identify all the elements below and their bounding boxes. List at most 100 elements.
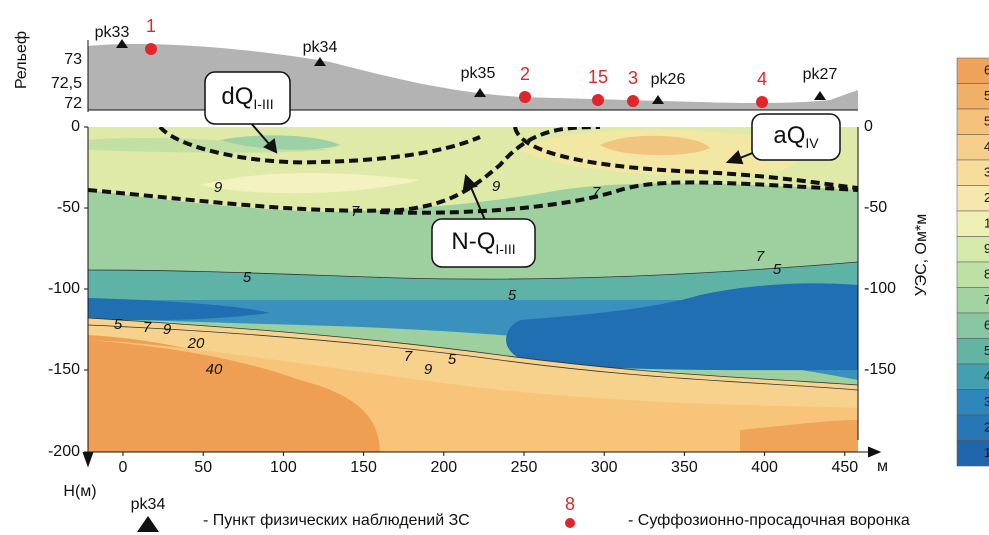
funnel-label: 15 [588, 67, 608, 87]
legend [137, 516, 575, 532]
x-tick-label: 250 [511, 459, 538, 476]
unit-main: aQ [773, 122, 805, 149]
colorbar-label: 1 [984, 445, 989, 460]
unit-callout [431, 218, 536, 268]
contour-label: 5 [773, 261, 782, 278]
y2-tick-label: -100 [864, 280, 896, 297]
unit-label: aQIV [773, 122, 819, 150]
x-tick-label: 450 [831, 459, 858, 476]
x-tick-label: 150 [350, 459, 377, 476]
colorbar-label: 7 [984, 292, 989, 307]
picket-marker [116, 39, 128, 48]
contour-label: 9 [492, 178, 501, 195]
x-tick-label: 100 [270, 459, 297, 476]
colorbar-cell [956, 210, 989, 237]
colorbar-cell [956, 261, 989, 288]
picket-marker [652, 95, 664, 104]
picket-label: pk33 [95, 24, 130, 41]
contour-label: 5 [114, 316, 123, 333]
colorbar-cell [956, 57, 989, 84]
unit-label: dQI-III [221, 83, 273, 111]
contour-label: 20 [187, 335, 205, 352]
funnel-label: 3 [628, 68, 638, 88]
relief-label: Рельеф [13, 31, 30, 89]
unit-callout [204, 71, 291, 125]
funnel-label: 1 [146, 16, 156, 36]
unit-sub: I-III [495, 241, 515, 257]
colorbar-label: 5 [984, 88, 989, 103]
colorbar-label: 3 [984, 394, 989, 409]
y2-tick-label: -150 [864, 361, 896, 378]
contour-label: 40 [206, 361, 223, 378]
unit-callout [751, 113, 841, 161]
colorbar-label: 2 [984, 190, 989, 205]
picket-marker [814, 91, 826, 100]
colorbar-cell [956, 338, 989, 365]
colorbar-cell [956, 236, 989, 263]
colorbar-cell [956, 414, 989, 441]
contour-label: 5 [448, 351, 457, 368]
funnel-point [627, 95, 639, 107]
picket-label: pk27 [803, 66, 838, 83]
x-tick-label: 300 [591, 459, 618, 476]
colorbar-label: 4 [984, 139, 989, 154]
y-tick-label: 0 [71, 118, 80, 135]
contour-label: 5 [508, 287, 517, 304]
funnel-point [519, 91, 531, 103]
legend-picket: pk34 [131, 496, 166, 513]
colorbar-label: 5 [984, 113, 989, 128]
y2-tick-label: -50 [864, 199, 887, 216]
unit-main: dQ [221, 83, 253, 110]
colorbar-cell [956, 83, 989, 110]
x-tick-label: 50 [194, 459, 212, 476]
contour-label: 7 [756, 248, 765, 265]
x-unit: м [877, 458, 888, 475]
funnel-point [592, 94, 604, 106]
legend-funnel-text: - Суффозионно-просадочная воронка [628, 512, 910, 529]
picket-label: pk34 [303, 39, 338, 56]
colorbar-cell [956, 185, 989, 212]
colorbar-label: 6 [984, 317, 989, 332]
colorbar-label: 6 [984, 62, 989, 77]
colorbar-cell [956, 287, 989, 314]
colorbar-label: 2 [984, 419, 989, 434]
funnel-label: 2 [520, 64, 530, 84]
colorbar-cell [956, 440, 989, 467]
colorbar-cell [956, 159, 989, 186]
colorbar-cell [956, 134, 989, 161]
colorbar-cell [956, 312, 989, 339]
unit-main: N-Q [451, 228, 495, 255]
colorbar-label: 8 [984, 266, 989, 281]
unit-sub: I-III [253, 96, 273, 112]
picket-marker [314, 57, 326, 66]
contour-label: 5 [243, 269, 252, 286]
contour-label: 9 [424, 361, 433, 378]
unit-label: N-QI-III [451, 228, 515, 256]
relief-tick-label: 72,5 [51, 75, 82, 92]
contour-label: 9 [163, 321, 172, 338]
contour-label: 7 [351, 203, 360, 220]
x-tick-label: 350 [671, 459, 698, 476]
colorbar: 6 5 5 4 3 2 1 9 8 7 6 5 4 3 2 1 [956, 57, 989, 467]
picket-label: pk35 [461, 65, 496, 82]
relief-tick-label: 73 [64, 51, 82, 68]
x-tick-label: 400 [751, 459, 778, 476]
y-tick-label: -200 [48, 443, 80, 460]
y-tick-label: -150 [48, 361, 80, 378]
colorbar-cell [956, 108, 989, 135]
contour-label: 7 [404, 348, 413, 365]
funnel-point [756, 96, 768, 108]
picket-label: pk26 [651, 71, 686, 88]
contour-label: 7 [143, 319, 152, 336]
contour-label: 9 [214, 179, 223, 196]
y-unit: H(м) [63, 483, 96, 500]
colorbar-cell [956, 389, 989, 416]
colorbar-label: 9 [984, 241, 989, 256]
funnel-point [145, 43, 157, 55]
y2-tick-label: 0 [864, 118, 873, 135]
colorbar-label: 5 [984, 343, 989, 358]
x-tick-label: 200 [430, 459, 457, 476]
contour-label: 7 [592, 184, 601, 201]
unit-sub: IV [805, 135, 819, 151]
